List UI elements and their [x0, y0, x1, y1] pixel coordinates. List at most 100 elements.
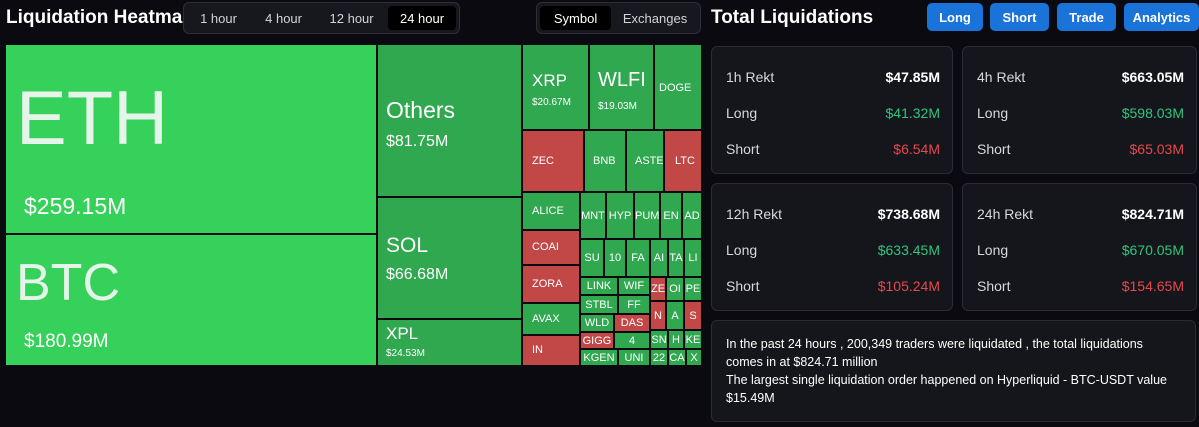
- card-title: 12h Rekt: [726, 206, 783, 222]
- heatmap-cell-ad[interactable]: AD: [683, 193, 701, 238]
- heatmap-cell-doge[interactable]: DOGE: [655, 45, 701, 129]
- cell-name: LI: [688, 252, 698, 264]
- analytics-button[interactable]: Analytics: [1124, 3, 1199, 31]
- heatmap-cell-link[interactable]: LINK: [581, 278, 617, 294]
- heatmap-cell-sn[interactable]: SN: [651, 331, 667, 348]
- heatmap-cell-li[interactable]: LI: [685, 240, 701, 276]
- long-button[interactable]: Long: [927, 3, 983, 31]
- heatmap-title: Liquidation Heatmap: [6, 7, 194, 28]
- heatmap-cell-zec[interactable]: ZEC: [523, 131, 583, 191]
- short-value: $105.24M: [877, 278, 940, 294]
- heatmap-cell-22[interactable]: 22: [651, 350, 667, 365]
- heatmap-cell-coai[interactable]: COAI: [523, 231, 579, 264]
- heatmap-cell-stbl[interactable]: STBL: [581, 296, 617, 313]
- long-value: $41.32M: [885, 105, 940, 121]
- heatmap-cell-ta[interactable]: TA: [669, 240, 683, 276]
- rekt-card-12h: 12h Rekt $738.68M Long $633.45M Short $105.…: [711, 183, 953, 311]
- heatmap-cell-pum[interactable]: PUM: [635, 193, 659, 238]
- cell-name: 4: [628, 334, 636, 347]
- rekt-card-24h: 24h Rekt $824.71M Long $670.05M Short $154.…: [962, 183, 1197, 311]
- time-range-tabs: 1 hour 4 hour 12 hour 24 hour: [183, 2, 460, 34]
- cell-name: 10: [608, 252, 622, 264]
- card-total: $663.05M: [1121, 69, 1184, 85]
- heatmap-cell-xrp[interactable]: XRP $20.67M: [523, 45, 588, 129]
- heatmap-cell-aster[interactable]: ASTER: [627, 131, 663, 191]
- tab-4-hour[interactable]: 4 hour: [265, 10, 302, 26]
- tab-exchanges[interactable]: Exchanges: [622, 10, 688, 26]
- heatmap-cell-oi[interactable]: OI: [667, 278, 683, 300]
- heatmap-cell-zora[interactable]: ZORA: [523, 266, 579, 302]
- cell-name: CA: [669, 351, 685, 364]
- cell-name: AI: [653, 252, 665, 264]
- summary-largest-order-text: The largest single liquidation order hap…: [726, 373, 1167, 405]
- heatmap-cell-uni[interactable]: UNI: [619, 350, 649, 365]
- tab-symbol[interactable]: Symbol: [540, 6, 612, 30]
- heatmap-cell-xpl[interactable]: XPL $24.53M: [378, 320, 521, 365]
- heatmap-cell-ze[interactable]: ZE: [651, 278, 665, 300]
- heatmap-cell-wlfi[interactable]: WLFI $19.03M: [590, 45, 653, 129]
- long-value: $633.45M: [877, 242, 940, 258]
- cell-name: TA: [669, 252, 683, 264]
- heatmap-cell-10[interactable]: 10: [605, 240, 625, 276]
- total-liquidations-title: Total Liquidations: [711, 7, 874, 28]
- tab-1-hour[interactable]: 1 hour: [200, 10, 237, 26]
- heatmap-cell-pe[interactable]: PE: [685, 278, 701, 300]
- short-value: $154.65M: [1121, 278, 1184, 294]
- heatmap-cell-su[interactable]: SU: [581, 240, 603, 276]
- cell-name: DAS: [620, 317, 644, 329]
- cell-name: KGEN: [583, 351, 615, 364]
- cell-name: XPL: [386, 324, 419, 343]
- cell-name: OI: [669, 283, 681, 295]
- cell-name: SOL: [386, 234, 429, 257]
- heatmap-cell-others[interactable]: Others $81.75M: [378, 45, 521, 196]
- long-value: $670.05M: [1121, 242, 1184, 258]
- cell-name: XRP: [532, 71, 567, 90]
- cell-name: ASTER: [635, 155, 663, 167]
- heatmap-cell-4[interactable]: 4: [615, 333, 649, 348]
- heatmap-cell-wld[interactable]: WLD: [581, 315, 613, 331]
- heatmap-cell-ltc[interactable]: LTC: [665, 131, 701, 191]
- liquidation-summary: In the past 24 hours , 200,349 traders w…: [711, 320, 1196, 422]
- heatmap-cell-avax[interactable]: AVAX: [523, 304, 579, 334]
- tab-12-hour[interactable]: 12 hour: [329, 10, 374, 26]
- heatmap-cell-n[interactable]: N: [651, 302, 665, 329]
- long-value: $598.03M: [1121, 105, 1184, 121]
- long-label: Long: [726, 242, 758, 258]
- heatmap-cell-in[interactable]: IN: [523, 336, 579, 365]
- heatmap-cell-alice[interactable]: ALICE: [523, 193, 579, 229]
- card-title: 1h Rekt: [726, 69, 775, 85]
- cell-name: WIF: [623, 280, 645, 292]
- heatmap-cell-ca[interactable]: CA: [669, 350, 685, 365]
- long-label: Long: [977, 105, 1009, 121]
- heatmap-cell-h[interactable]: H: [669, 331, 683, 348]
- trade-button[interactable]: Trade: [1057, 3, 1116, 31]
- cell-name: N: [654, 309, 662, 322]
- heatmap-cell-mnt[interactable]: MNT: [581, 193, 605, 238]
- heatmap-cell-eth[interactable]: ETH $259.15M: [6, 45, 376, 233]
- heatmap-cell-fa[interactable]: FA: [627, 240, 649, 276]
- card-total: $824.71M: [1121, 206, 1184, 222]
- heatmap-cell-a[interactable]: A: [667, 302, 683, 329]
- heatmap-cell-btc[interactable]: BTC $180.99M: [6, 235, 376, 365]
- cell-name: IN: [532, 344, 543, 356]
- cell-name: AVAX: [532, 313, 560, 325]
- heatmap-cell-ai[interactable]: AI: [651, 240, 667, 276]
- heatmap-cell-en[interactable]: EN: [661, 193, 681, 238]
- cell-name: EN: [663, 209, 679, 222]
- tab-24-hour[interactable]: 24 hour: [388, 6, 457, 30]
- heatmap-cell-sol[interactable]: SOL $66.68M: [378, 198, 521, 318]
- cell-name: ZORA: [532, 278, 563, 290]
- heatmap-cell-hyp[interactable]: HYP: [607, 193, 633, 238]
- heatmap-cell-ke[interactable]: KE: [685, 331, 701, 348]
- heatmap-cell-x[interactable]: X: [687, 350, 701, 365]
- heatmap-cell-bnb[interactable]: BNB: [585, 131, 625, 191]
- heatmap-cell-s[interactable]: S: [685, 302, 701, 329]
- heatmap-cell-gigg[interactable]: GIGG: [581, 333, 613, 348]
- heatmap-cell-ff[interactable]: FF: [619, 296, 649, 313]
- short-value: $65.03M: [1129, 141, 1184, 157]
- cell-name: AD: [684, 209, 700, 222]
- heatmap-cell-kgen[interactable]: KGEN: [581, 350, 617, 365]
- heatmap-cell-das[interactable]: DAS: [615, 315, 649, 331]
- heatmap-cell-wif[interactable]: WIF: [619, 278, 649, 294]
- short-button[interactable]: Short: [990, 3, 1049, 31]
